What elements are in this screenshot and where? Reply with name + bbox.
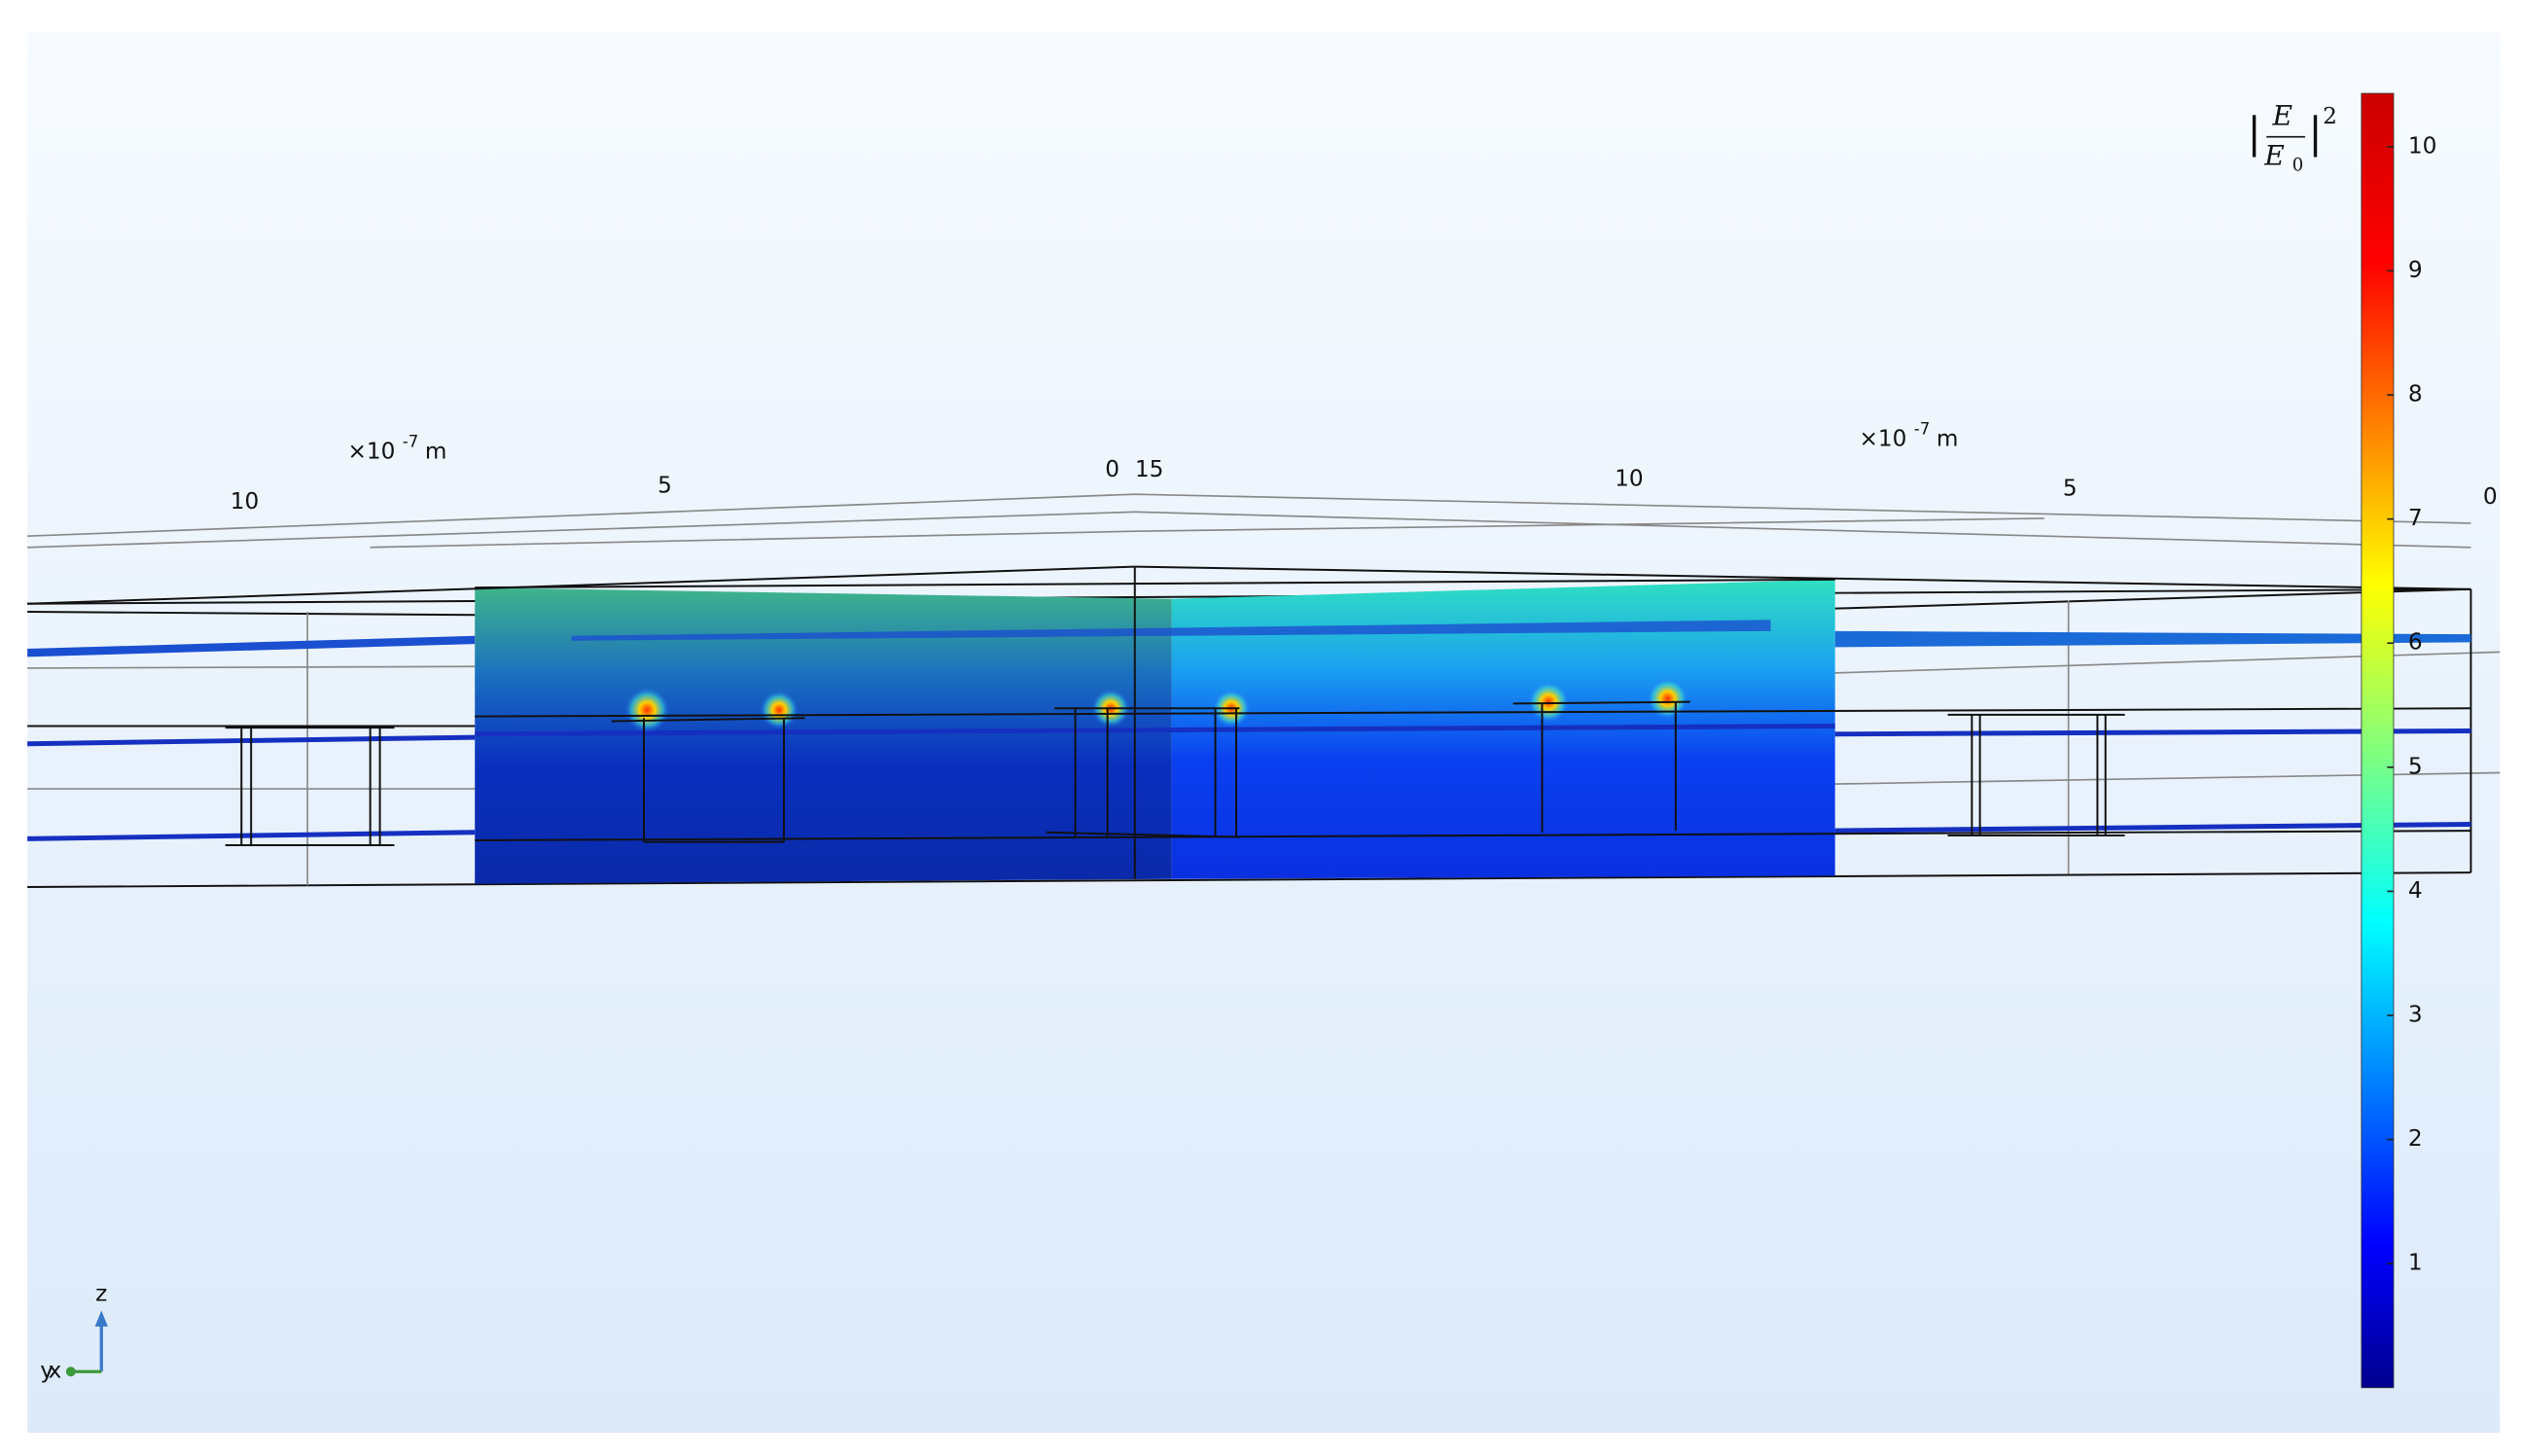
triad-x: x bbox=[49, 1358, 62, 1384]
colorbar: | E E 0 | 2 1 2 3 4 5 6 7 8 9 10 bbox=[2247, 92, 2436, 1389]
axis-labels: ×10 -7 m 10 5 0 ×10 -7 m 15 10 5 0 bbox=[231, 419, 2498, 514]
axis-multiplier: ×10 bbox=[347, 439, 395, 465]
axis-tick-label: 5 bbox=[658, 472, 672, 498]
axis-exponent: -7 bbox=[403, 433, 418, 451]
axis-tick-label: 0 bbox=[2483, 483, 2498, 510]
axis-exponent: -7 bbox=[1914, 419, 1930, 438]
title-denominator: E bbox=[2263, 140, 2285, 172]
colorbar-tick-label: 9 bbox=[2408, 257, 2423, 283]
triad-z: z bbox=[95, 1280, 107, 1306]
axis-tick-label: 5 bbox=[2063, 476, 2078, 502]
colorbar-tick-label: 2 bbox=[2408, 1125, 2423, 1152]
title-subscript: 0 bbox=[2293, 155, 2304, 175]
colorbar-tick-label: 1 bbox=[2408, 1250, 2423, 1276]
colorbar-tick-label: 6 bbox=[2408, 629, 2423, 656]
title-exponent: 2 bbox=[2323, 103, 2337, 129]
field-slice bbox=[27, 565, 2471, 884]
title-bar: | bbox=[2308, 110, 2322, 159]
title-bar: | bbox=[2247, 110, 2260, 159]
colorbar-tick-label: 3 bbox=[2408, 1002, 2423, 1028]
axis-tick-label: 10 bbox=[1615, 466, 1643, 492]
colorbar-tick-label: 10 bbox=[2408, 132, 2436, 159]
colorbar-tick-label: 5 bbox=[2408, 753, 2423, 779]
axis-multiplier: ×10 bbox=[1859, 425, 1906, 451]
colorbar-tick-label: 4 bbox=[2408, 877, 2423, 904]
colorbar-title: | E E 0 | 2 bbox=[2247, 99, 2337, 175]
axis-unit: m bbox=[1937, 425, 1959, 451]
axis-tick-label: 15 bbox=[1135, 456, 1163, 482]
axis-tick-label: 10 bbox=[231, 488, 259, 515]
title-numerator: E bbox=[2271, 99, 2293, 131]
axis-unit: m bbox=[425, 439, 447, 465]
colorbar-tick-label: 8 bbox=[2408, 381, 2423, 408]
axis-tick-label: 0 bbox=[1105, 456, 1120, 482]
axis-triad: z y x bbox=[40, 1280, 108, 1384]
colorbar-gradient bbox=[2361, 92, 2395, 1389]
colorbar-tick-label: 7 bbox=[2408, 505, 2423, 531]
triad-y: y bbox=[40, 1358, 53, 1384]
